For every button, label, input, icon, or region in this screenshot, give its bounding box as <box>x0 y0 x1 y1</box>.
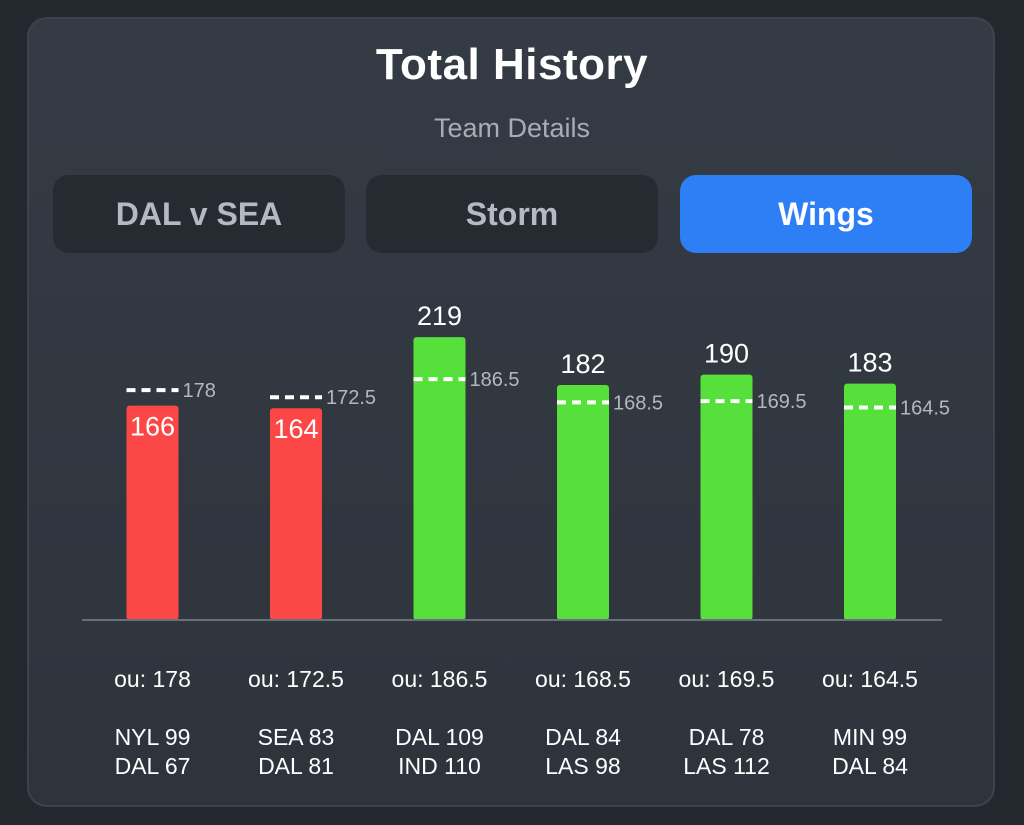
tab-storm[interactable]: Storm <box>366 175 658 253</box>
tab-dal-v-sea[interactable]: DAL v SEA <box>53 175 345 253</box>
score-top-5: MIN 99 <box>833 724 907 750</box>
total-history-card <box>27 17 995 807</box>
bar-4 <box>700 374 753 620</box>
score-bottom-3: LAS 98 <box>545 753 620 779</box>
page-subtitle: Team Details <box>433 113 591 143</box>
bar-value-label-5: 183 <box>847 348 892 378</box>
ou-label-3: ou: 168.5 <box>535 666 631 692</box>
score-bottom-1: DAL 81 <box>258 753 334 779</box>
score-top-1: SEA 83 <box>258 724 335 750</box>
bar-value-label-4: 190 <box>704 339 749 369</box>
bar-value-label-1: 164 <box>273 414 318 444</box>
score-top-4: DAL 78 <box>689 724 765 750</box>
bar-5 <box>844 383 896 620</box>
ou-label-1: ou: 172.5 <box>248 666 344 692</box>
bar-3 <box>557 384 609 620</box>
tab-wings[interactable]: Wings <box>680 175 972 253</box>
score-top-0: NYL 99 <box>115 724 191 750</box>
bar-value-label-2: 219 <box>417 301 462 331</box>
score-bottom-2: IND 110 <box>398 753 481 779</box>
ou-label-2: ou: 186.5 <box>392 666 488 692</box>
score-bottom-0: DAL 67 <box>115 753 191 779</box>
bar-2 <box>413 337 466 620</box>
bar-value-label-3: 182 <box>560 349 605 379</box>
ou-label-5: ou: 164.5 <box>822 666 918 692</box>
ou-label-4: ou: 169.5 <box>679 666 775 692</box>
ou-line-label-4: 169.5 <box>757 391 807 413</box>
ou-line-label-5: 164.5 <box>900 398 950 420</box>
bar-1 <box>270 408 322 620</box>
page-title: Total History <box>375 40 649 89</box>
score-top-3: DAL 84 <box>545 724 621 750</box>
ou-line-label-2: 186.5 <box>470 369 520 391</box>
ou-line-label-0: 178 <box>183 380 216 402</box>
score-bottom-4: LAS 112 <box>683 753 770 779</box>
score-bottom-5: DAL 84 <box>832 753 908 779</box>
bar-value-label-0: 166 <box>130 412 175 442</box>
score-top-2: DAL 109 <box>395 724 484 750</box>
ou-label-0: ou: 178 <box>114 666 191 692</box>
bar-0 <box>126 405 179 620</box>
ou-line-label-1: 172.5 <box>326 387 376 409</box>
ou-line-label-3: 168.5 <box>613 392 663 414</box>
